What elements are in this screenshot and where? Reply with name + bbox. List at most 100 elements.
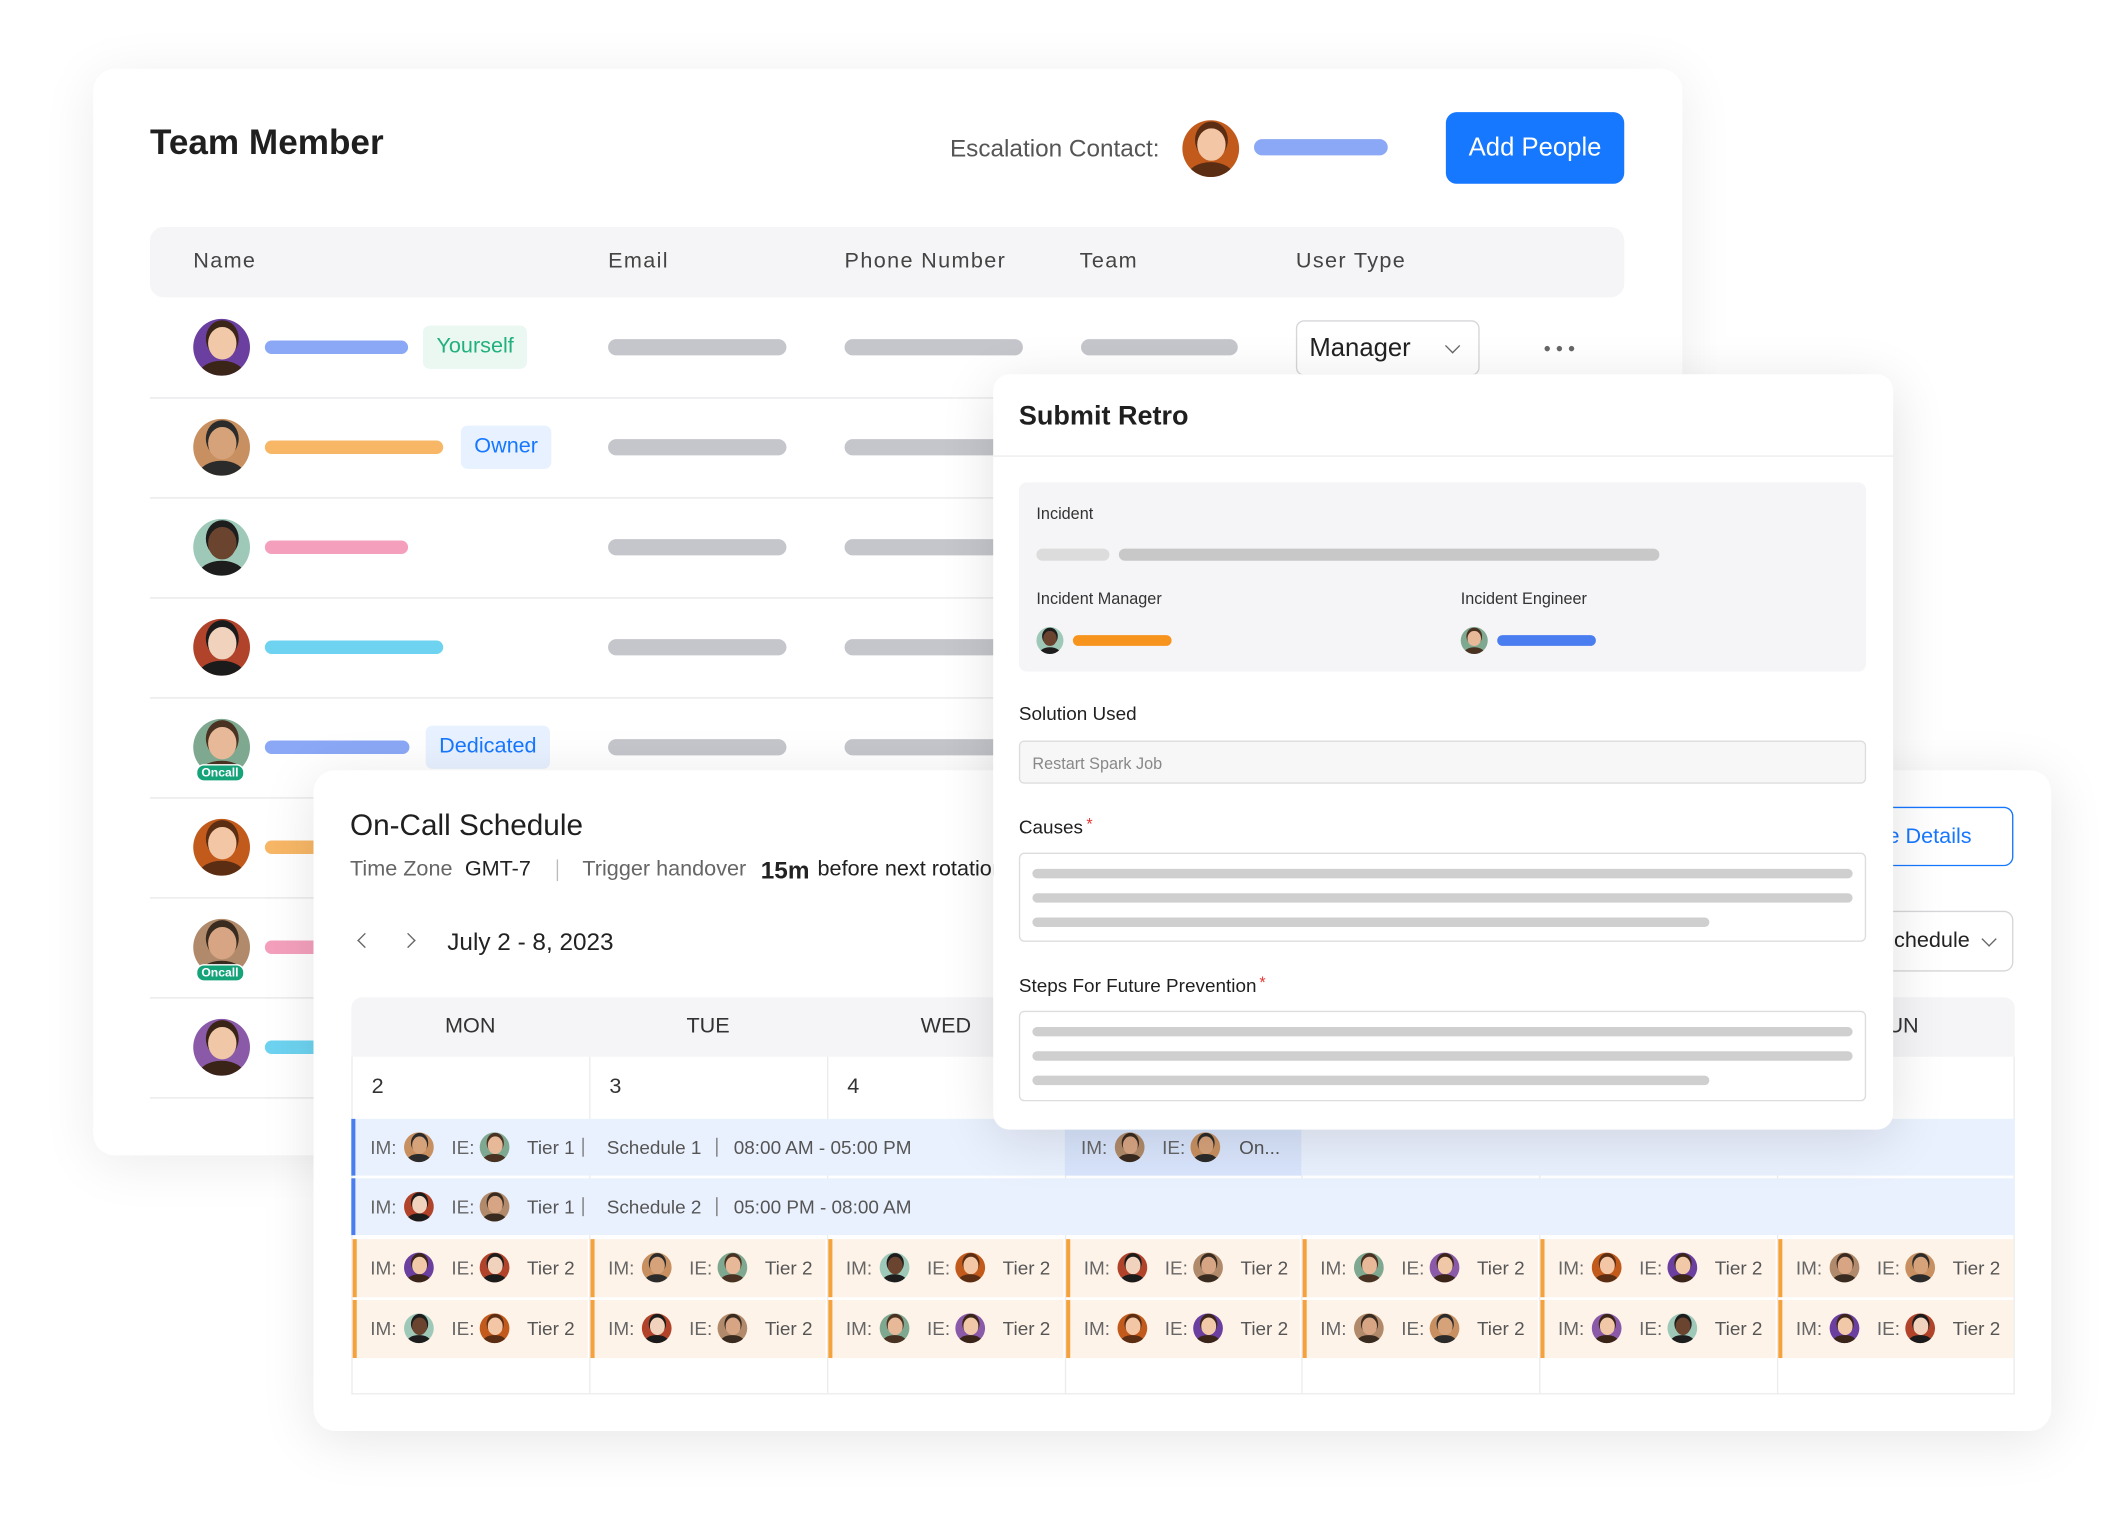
avatar (193, 818, 250, 876)
avatar-face (411, 1136, 427, 1154)
ie-label: IE: (451, 1136, 475, 1159)
avatar (641, 1313, 672, 1344)
avatar-body (1356, 1274, 1381, 1283)
ie-label: IE: (1639, 1256, 1663, 1279)
avatar-face (1912, 1256, 1928, 1275)
tier2-shift (1778, 1239, 2014, 1298)
placeholder-bar (844, 739, 1023, 756)
shift-tier: Tier 2 (1240, 1317, 1289, 1340)
placeholder-bar (264, 440, 444, 455)
avatar (193, 1018, 250, 1076)
avatar-body (198, 660, 245, 676)
oncall-badge: Oncall (195, 764, 244, 782)
avatar-body (958, 1335, 983, 1344)
field-label: Solution Used (1018, 702, 1137, 725)
tier2-shift (1540, 1239, 1776, 1298)
date-number: 3 (609, 1075, 622, 1099)
solution-input[interactable] (1018, 740, 1867, 784)
field-label: Causes (1018, 816, 1084, 838)
add-people-button[interactable]: Add People (1445, 112, 1625, 184)
avatar-face (887, 1256, 902, 1275)
solution-value: Restart Spark Job (1032, 754, 1163, 773)
user-tag: Yourself (422, 325, 528, 369)
avatar-face (487, 1317, 503, 1335)
im-label: IM: (1795, 1256, 1823, 1279)
avatar-face (649, 1317, 665, 1335)
shift-tier: Tier 2 (1476, 1256, 1525, 1279)
ie-label: IE: (1876, 1317, 1901, 1340)
ie-label: IE: (451, 1256, 475, 1279)
im-label: IM: (370, 1195, 397, 1218)
avatar-face (1599, 1256, 1615, 1275)
tier2-shift (1540, 1299, 1776, 1359)
avatar (193, 418, 250, 476)
tier2-shift (1066, 1239, 1300, 1298)
placeholder-bar (1036, 547, 1110, 561)
avatar-body (198, 1060, 245, 1076)
avatar-face (1467, 630, 1482, 647)
tier2-shift (828, 1299, 1064, 1359)
avatar (1591, 1252, 1622, 1283)
avatar-face (1043, 630, 1057, 647)
card-title: On-Call Schedule (349, 808, 583, 842)
placeholder-bar (608, 339, 787, 356)
avatar-body (1594, 1274, 1619, 1283)
placeholder-bar (844, 639, 1023, 656)
column-header: Phone Number (844, 249, 1007, 273)
avatar-body (1670, 1335, 1695, 1344)
row-divider (149, 397, 1625, 399)
avatar-body (1196, 1335, 1220, 1344)
column-header: Email (608, 249, 669, 273)
shift-tier: Tier 2 (1002, 1317, 1051, 1340)
row-divider (149, 697, 1625, 699)
avatar-body (1039, 646, 1061, 655)
avatar-face (207, 426, 236, 460)
im-label: IM: (1320, 1317, 1347, 1340)
avatar (1829, 1252, 1860, 1283)
escalation-label: Escalation Contact: (949, 135, 1160, 163)
avatar-body (1670, 1274, 1695, 1283)
user-tag: Dedicated (425, 725, 551, 769)
placeholder-bar (1032, 1074, 1710, 1085)
avatar (404, 1132, 434, 1163)
avatar-body (406, 1213, 431, 1222)
avatar-face (487, 1195, 503, 1214)
avatar-face (1197, 1136, 1213, 1154)
avatar-face (962, 1317, 978, 1335)
field-label: Incident Engineer (1460, 589, 1587, 609)
avatar (1036, 626, 1064, 655)
placeholder-bar (608, 539, 787, 556)
field-label: Incident (1036, 504, 1094, 523)
avatar-face (411, 1256, 427, 1275)
ie-label: IE: (1401, 1256, 1425, 1279)
ie-label: IE: (926, 1317, 951, 1340)
avatar-body (1117, 1154, 1142, 1163)
im-label: IM: (1081, 1136, 1108, 1159)
placeholder-bar (1032, 1026, 1853, 1036)
more-dot (1568, 345, 1575, 352)
ie-label: IE: (1162, 1136, 1186, 1159)
avatar (1190, 1132, 1221, 1163)
avatar-body (1432, 1274, 1457, 1283)
avatar-body (1832, 1274, 1857, 1283)
shift-row (351, 1178, 2015, 1236)
avatar (1460, 626, 1488, 655)
avatar-face (887, 1317, 902, 1335)
avatar-face (1599, 1317, 1615, 1335)
avatar (404, 1313, 434, 1344)
avatar (193, 318, 250, 376)
placeholder-bar (844, 539, 1023, 556)
avatar (1193, 1252, 1223, 1283)
column-header: Name (193, 249, 257, 273)
overflow-label: On... (1239, 1136, 1281, 1159)
tier2-shift (1302, 1239, 1538, 1298)
shift-tier: Tier 2 (1002, 1256, 1051, 1279)
more-dot (1556, 345, 1563, 352)
avatar (1829, 1313, 1860, 1344)
avatar-face (1122, 1136, 1138, 1154)
oncall-badge: Oncall (195, 964, 244, 982)
avatar-body (1196, 1274, 1220, 1283)
avatar-body (720, 1274, 745, 1283)
im-label: IM: (1083, 1256, 1111, 1279)
date-range: July 2 - 8, 2023 (447, 928, 614, 956)
